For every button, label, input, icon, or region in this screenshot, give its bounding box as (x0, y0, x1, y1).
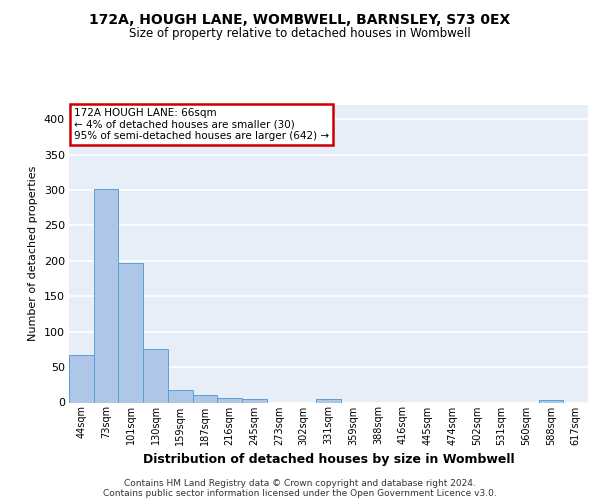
Bar (118, 263, 143, 402)
Text: 172A HOUGH LANE: 66sqm
← 4% of detached houses are smaller (30)
95% of semi-deta: 172A HOUGH LANE: 66sqm ← 4% of detached … (74, 108, 329, 141)
Bar (94, 188, 118, 402)
X-axis label: Distribution of detached houses by size in Wombwell: Distribution of detached houses by size … (143, 453, 514, 466)
Bar (242, 399, 267, 402)
Bar (168, 390, 193, 402)
Text: Contains public sector information licensed under the Open Government Licence v3: Contains public sector information licen… (103, 488, 497, 498)
Y-axis label: Number of detached properties: Number of detached properties (28, 166, 38, 342)
Bar (143, 350, 168, 403)
Text: 172A, HOUGH LANE, WOMBWELL, BARNSLEY, S73 0EX: 172A, HOUGH LANE, WOMBWELL, BARNSLEY, S7… (89, 12, 511, 26)
Text: Contains HM Land Registry data © Crown copyright and database right 2024.: Contains HM Land Registry data © Crown c… (124, 478, 476, 488)
Bar (193, 396, 217, 402)
Bar (316, 399, 341, 402)
Bar (539, 400, 563, 402)
Bar (217, 398, 242, 402)
Bar (69, 355, 94, 403)
Text: Size of property relative to detached houses in Wombwell: Size of property relative to detached ho… (129, 28, 471, 40)
